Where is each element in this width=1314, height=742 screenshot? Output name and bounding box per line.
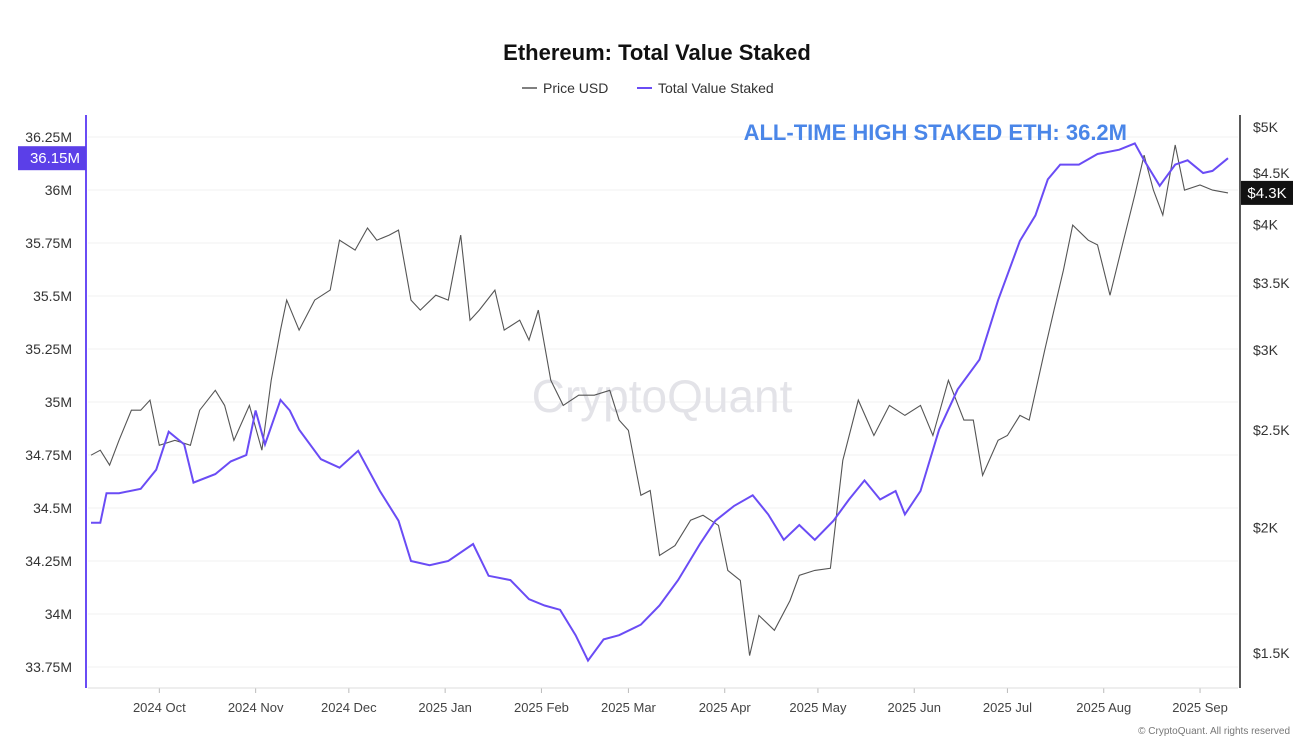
- right-tick-label: $4.5K: [1253, 165, 1290, 181]
- left-tick-label: 35.5M: [33, 288, 72, 304]
- left-current-badge-label: 36.15M: [30, 150, 80, 167]
- right-tick-label: $3.5K: [1253, 275, 1290, 291]
- right-axis-ticks: $5K $4.5K $4K $3.5K $3K $2.5K $2K $1.5K: [1253, 119, 1290, 661]
- x-tick-label: 2025 Jul: [983, 700, 1032, 715]
- left-tick-label: 36.25M: [25, 129, 72, 145]
- right-tick-label: $2K: [1253, 519, 1279, 535]
- left-tick-label: 35.75M: [25, 235, 72, 251]
- left-tick-label: 35M: [45, 394, 72, 410]
- right-tick-label: $4K: [1253, 216, 1279, 232]
- left-current-badge: 36.15M: [18, 146, 86, 171]
- left-tick-label: 34.5M: [33, 500, 72, 516]
- right-current-badge-label: $4.3K: [1247, 185, 1286, 202]
- right-tick-label: $1.5K: [1253, 645, 1290, 661]
- chart-title: Ethereum: Total Value Staked: [503, 40, 811, 65]
- left-axis-ticks: 36.25M 36M 35.75M 35.5M 35.25M 35M 34.75M 34.5M…: [25, 129, 72, 675]
- x-tick-label: 2025 Jun: [887, 700, 941, 715]
- legend: Price USD Total Value Staked: [522, 80, 774, 96]
- left-tick-label: 36M: [45, 182, 72, 198]
- copyright: © CryptoQuant. All rights reserved: [1138, 726, 1290, 737]
- x-tick-label: 2025 Aug: [1076, 700, 1131, 715]
- x-tick-label: 2025 Sep: [1172, 700, 1228, 715]
- left-tick-label: 35.25M: [25, 341, 72, 357]
- series-line-price-usd: [90, 144, 1229, 656]
- grid: [88, 136, 1238, 668]
- x-axis-ticks: 2024 Oct 2024 Nov 2024 Dec 2025 Jan 2025 Feb…: [88, 687, 1238, 715]
- left-tick-label: 33.75M: [25, 659, 72, 675]
- right-current-badge: $4.3K: [1241, 180, 1293, 205]
- x-tick-label: 2025 Apr: [699, 700, 752, 715]
- ath-annotation: ALL-TIME HIGH STAKED ETH: 36.2M: [744, 120, 1127, 145]
- right-tick-label: $2.5K: [1253, 422, 1290, 438]
- x-tick-label: 2025 Jan: [418, 700, 472, 715]
- left-tick-label: 34.75M: [25, 447, 72, 463]
- watermark: CryptoQuant: [532, 370, 793, 422]
- legend-label-price: Price USD: [543, 80, 608, 96]
- left-tick-label: 34.25M: [25, 553, 72, 569]
- x-tick-label: 2025 Feb: [514, 700, 569, 715]
- x-tick-label: 2024 Dec: [321, 700, 377, 715]
- x-tick-label: 2024 Nov: [228, 700, 284, 715]
- right-tick-label: $3K: [1253, 342, 1279, 358]
- x-tick-label: 2025 Mar: [601, 700, 657, 715]
- series-line-total-value-staked: [91, 142, 1229, 663]
- right-tick-label: $5K: [1253, 119, 1279, 135]
- x-tick-label: 2025 May: [789, 700, 847, 715]
- left-tick-label: 34M: [45, 606, 72, 622]
- x-tick-label: 2024 Oct: [133, 700, 186, 715]
- legend-label-staked: Total Value Staked: [658, 80, 774, 96]
